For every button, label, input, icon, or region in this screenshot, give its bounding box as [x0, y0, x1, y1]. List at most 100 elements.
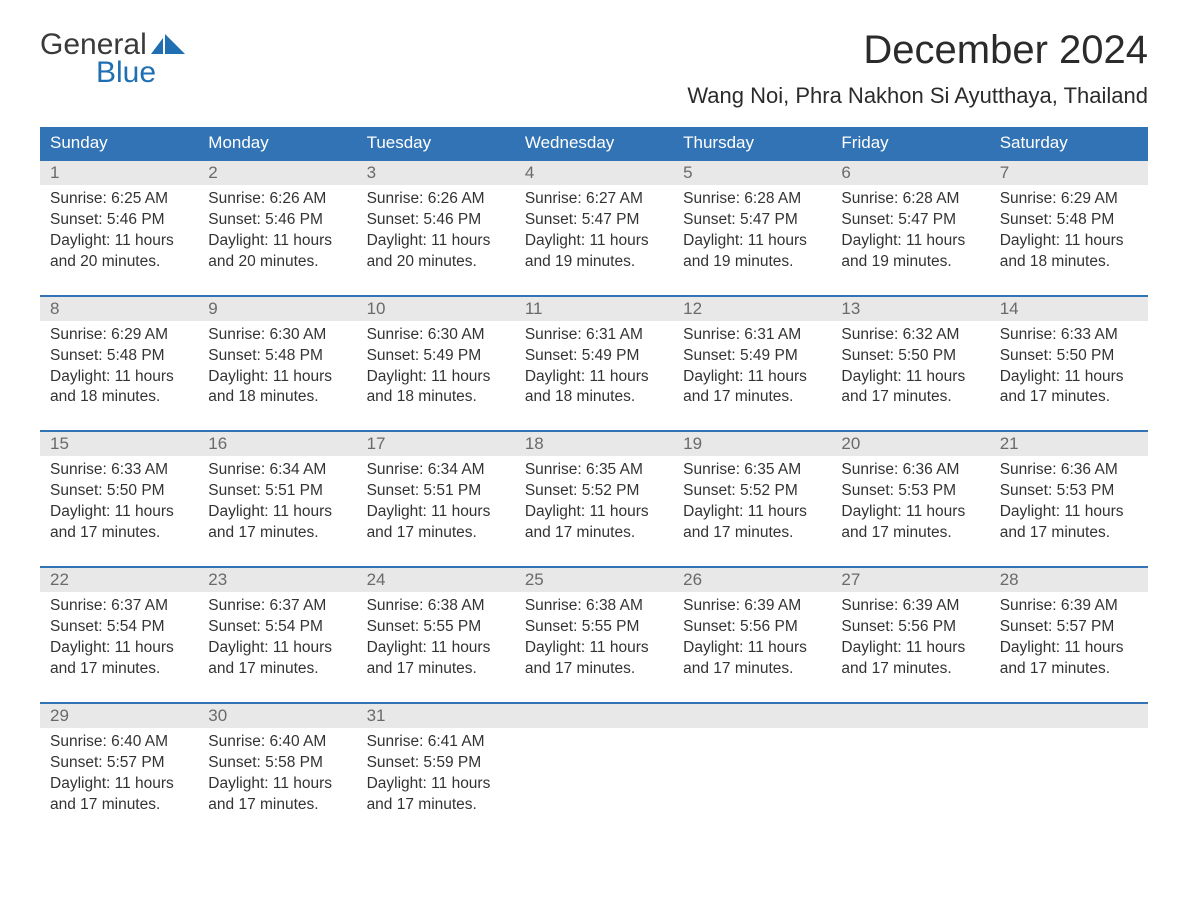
daylight-text-line2: and 17 minutes. [50, 523, 188, 544]
day-number: 28 [990, 568, 1148, 592]
daylight-text-line2: and 18 minutes. [50, 387, 188, 408]
daylight-text-line2: and 17 minutes. [683, 659, 821, 680]
sunrise-text: Sunrise: 6:39 AM [1000, 596, 1138, 617]
sunrise-text: Sunrise: 6:39 AM [683, 596, 821, 617]
day-cell: Sunrise: 6:39 AMSunset: 5:56 PMDaylight:… [673, 592, 831, 686]
day-cell: Sunrise: 6:39 AMSunset: 5:56 PMDaylight:… [831, 592, 989, 686]
brand-logo: General Blue [40, 28, 185, 90]
daylight-text-line1: Daylight: 11 hours [208, 231, 346, 252]
daynum-band: 891011121314 [40, 297, 1148, 321]
daylight-text-line1: Daylight: 11 hours [208, 638, 346, 659]
day-number: 9 [198, 297, 356, 321]
day-cell: Sunrise: 6:29 AMSunset: 5:48 PMDaylight:… [990, 185, 1148, 279]
sunrise-text: Sunrise: 6:30 AM [367, 325, 505, 346]
sunset-text: Sunset: 5:57 PM [1000, 617, 1138, 638]
daylight-text-line1: Daylight: 11 hours [683, 367, 821, 388]
daylight-text-line1: Daylight: 11 hours [208, 774, 346, 795]
daylight-text-line1: Daylight: 11 hours [525, 638, 663, 659]
day-cell: Sunrise: 6:28 AMSunset: 5:47 PMDaylight:… [831, 185, 989, 279]
daylight-text-line2: and 17 minutes. [841, 523, 979, 544]
sunset-text: Sunset: 5:53 PM [1000, 481, 1138, 502]
daylight-text-line2: and 17 minutes. [841, 387, 979, 408]
weekday-header: Thursday [673, 127, 831, 159]
sunrise-text: Sunrise: 6:31 AM [683, 325, 821, 346]
day-number: 3 [357, 161, 515, 185]
weekday-header: Tuesday [357, 127, 515, 159]
sunset-text: Sunset: 5:47 PM [683, 210, 821, 231]
day-number [673, 704, 831, 728]
daylight-text-line2: and 18 minutes. [525, 387, 663, 408]
daylight-text-line1: Daylight: 11 hours [683, 502, 821, 523]
day-cell: Sunrise: 6:41 AMSunset: 5:59 PMDaylight:… [357, 728, 515, 822]
sunset-text: Sunset: 5:49 PM [367, 346, 505, 367]
daylight-text-line1: Daylight: 11 hours [367, 367, 505, 388]
sunrise-text: Sunrise: 6:34 AM [367, 460, 505, 481]
day-number: 11 [515, 297, 673, 321]
day-cell: Sunrise: 6:27 AMSunset: 5:47 PMDaylight:… [515, 185, 673, 279]
sunrise-text: Sunrise: 6:34 AM [208, 460, 346, 481]
day-cell: Sunrise: 6:35 AMSunset: 5:52 PMDaylight:… [673, 456, 831, 550]
day-number: 5 [673, 161, 831, 185]
day-cell: Sunrise: 6:31 AMSunset: 5:49 PMDaylight:… [515, 321, 673, 415]
daylight-text-line2: and 20 minutes. [367, 252, 505, 273]
daylight-text-line2: and 17 minutes. [50, 795, 188, 816]
sunrise-text: Sunrise: 6:40 AM [50, 732, 188, 753]
sunrise-text: Sunrise: 6:30 AM [208, 325, 346, 346]
daylight-text-line1: Daylight: 11 hours [1000, 502, 1138, 523]
sunrise-text: Sunrise: 6:33 AM [1000, 325, 1138, 346]
daylight-text-line1: Daylight: 11 hours [683, 231, 821, 252]
day-cell: Sunrise: 6:34 AMSunset: 5:51 PMDaylight:… [198, 456, 356, 550]
sunset-text: Sunset: 5:49 PM [525, 346, 663, 367]
day-number: 16 [198, 432, 356, 456]
day-cell: Sunrise: 6:31 AMSunset: 5:49 PMDaylight:… [673, 321, 831, 415]
day-number: 18 [515, 432, 673, 456]
day-number [990, 704, 1148, 728]
location-subtitle: Wang Noi, Phra Nakhon Si Ayutthaya, Thai… [687, 83, 1148, 109]
sunset-text: Sunset: 5:46 PM [367, 210, 505, 231]
daylight-text-line2: and 17 minutes. [50, 659, 188, 680]
day-number [831, 704, 989, 728]
day-cell [831, 728, 989, 822]
day-cell: Sunrise: 6:26 AMSunset: 5:46 PMDaylight:… [198, 185, 356, 279]
daylight-text-line2: and 17 minutes. [1000, 523, 1138, 544]
day-cell: Sunrise: 6:28 AMSunset: 5:47 PMDaylight:… [673, 185, 831, 279]
day-cell: Sunrise: 6:33 AMSunset: 5:50 PMDaylight:… [40, 456, 198, 550]
day-number: 4 [515, 161, 673, 185]
sunrise-text: Sunrise: 6:33 AM [50, 460, 188, 481]
sunrise-text: Sunrise: 6:37 AM [50, 596, 188, 617]
day-number: 12 [673, 297, 831, 321]
sunset-text: Sunset: 5:52 PM [525, 481, 663, 502]
sunrise-text: Sunrise: 6:26 AM [208, 189, 346, 210]
daylight-text-line1: Daylight: 11 hours [50, 638, 188, 659]
day-number: 10 [357, 297, 515, 321]
daylight-text-line2: and 17 minutes. [683, 387, 821, 408]
day-cell: Sunrise: 6:40 AMSunset: 5:57 PMDaylight:… [40, 728, 198, 822]
daylight-text-line1: Daylight: 11 hours [683, 638, 821, 659]
daynum-band: 22232425262728 [40, 568, 1148, 592]
day-cell: Sunrise: 6:26 AMSunset: 5:46 PMDaylight:… [357, 185, 515, 279]
daylight-text-line2: and 17 minutes. [525, 659, 663, 680]
sunrise-text: Sunrise: 6:29 AM [50, 325, 188, 346]
week-row: 22232425262728 Sunrise: 6:37 AM Sunset: 5:… [40, 566, 1148, 686]
daylight-text-line1: Daylight: 11 hours [841, 638, 979, 659]
day-cell [990, 728, 1148, 822]
day-cell: Sunrise: 6:33 AMSunset: 5:50 PMDaylight:… [990, 321, 1148, 415]
sunset-text: Sunset: 5:54 PM [208, 617, 346, 638]
sunrise-text: Sunrise: 6:27 AM [525, 189, 663, 210]
day-number: 27 [831, 568, 989, 592]
sunset-text: Sunset: 5:50 PM [50, 481, 188, 502]
daylight-text-line2: and 17 minutes. [367, 659, 505, 680]
day-number: 25 [515, 568, 673, 592]
daylight-text-line2: and 18 minutes. [1000, 252, 1138, 273]
daylight-text-line1: Daylight: 11 hours [525, 231, 663, 252]
day-number: 17 [357, 432, 515, 456]
sunrise-text: Sunrise: 6:38 AM [525, 596, 663, 617]
day-cell: Sunrise: 6:39 AMSunset: 5:57 PMDaylight:… [990, 592, 1148, 686]
weekday-header: Saturday [990, 127, 1148, 159]
sunset-text: Sunset: 5:50 PM [841, 346, 979, 367]
sunset-text: Sunset: 5:51 PM [367, 481, 505, 502]
day-cell: Sunrise: 6:36 AMSunset: 5:53 PMDaylight:… [990, 456, 1148, 550]
sunrise-text: Sunrise: 6:28 AM [683, 189, 821, 210]
sunrise-text: Sunrise: 6:25 AM [50, 189, 188, 210]
daynum-band: 1234567 [40, 161, 1148, 185]
